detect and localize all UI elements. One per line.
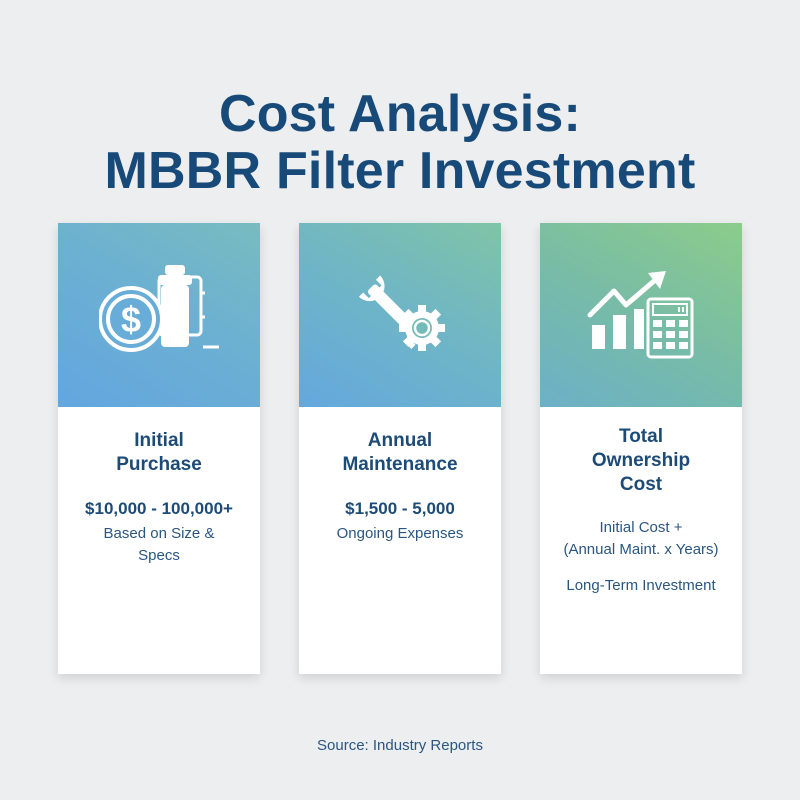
cost-note: Long-Term Investment	[566, 577, 716, 594]
card-title: Total Ownership Cost	[591, 426, 691, 495]
svg-text:$: $	[121, 299, 141, 340]
card-title: Annual Maintenance	[342, 430, 458, 475]
title-line-2: MBBR Filter Investment	[104, 142, 696, 200]
card-total-ownership-cost: Total Ownership Cost Initial Cost + (Ann…	[540, 223, 742, 674]
cost-formula: Initial Cost + (Annual Maint. x Years)	[563, 519, 719, 558]
cost-description: Based on Size & Specs	[103, 525, 215, 564]
card-body: Initial Purchase $10,000 - 100,000+ Base…	[58, 407, 260, 567]
card-body: Total Ownership Cost Initial Cost + (Ann…	[540, 407, 742, 597]
card-header	[299, 223, 501, 407]
page-title: Cost Analysis: MBBR Filter Investment	[0, 86, 800, 200]
source-caption: Source: Industry Reports	[317, 737, 483, 754]
wrench-gear-icon	[350, 268, 450, 363]
chart-calculator-icon	[586, 267, 696, 364]
card-annual-maintenance: Annual Maintenance $1,500 - 5,000 Ongoin…	[299, 223, 501, 674]
card-initial-purchase: $ Initial Purchase $10,000 - 100,000+ Ba…	[58, 223, 260, 674]
cost-value: $1,500 - 5,000	[345, 499, 455, 518]
card-body: Annual Maintenance $1,500 - 5,000 Ongoin…	[299, 407, 501, 545]
card-title: Initial Purchase	[116, 430, 202, 475]
title-line-1: Cost Analysis:	[218, 85, 582, 143]
cost-value: $10,000 - 100,000+	[85, 499, 233, 518]
card-header: $	[58, 223, 260, 407]
dollar-coin-filter-icon: $	[98, 263, 219, 368]
cost-description: Ongoing Expenses	[336, 525, 464, 542]
card-header	[540, 223, 742, 407]
